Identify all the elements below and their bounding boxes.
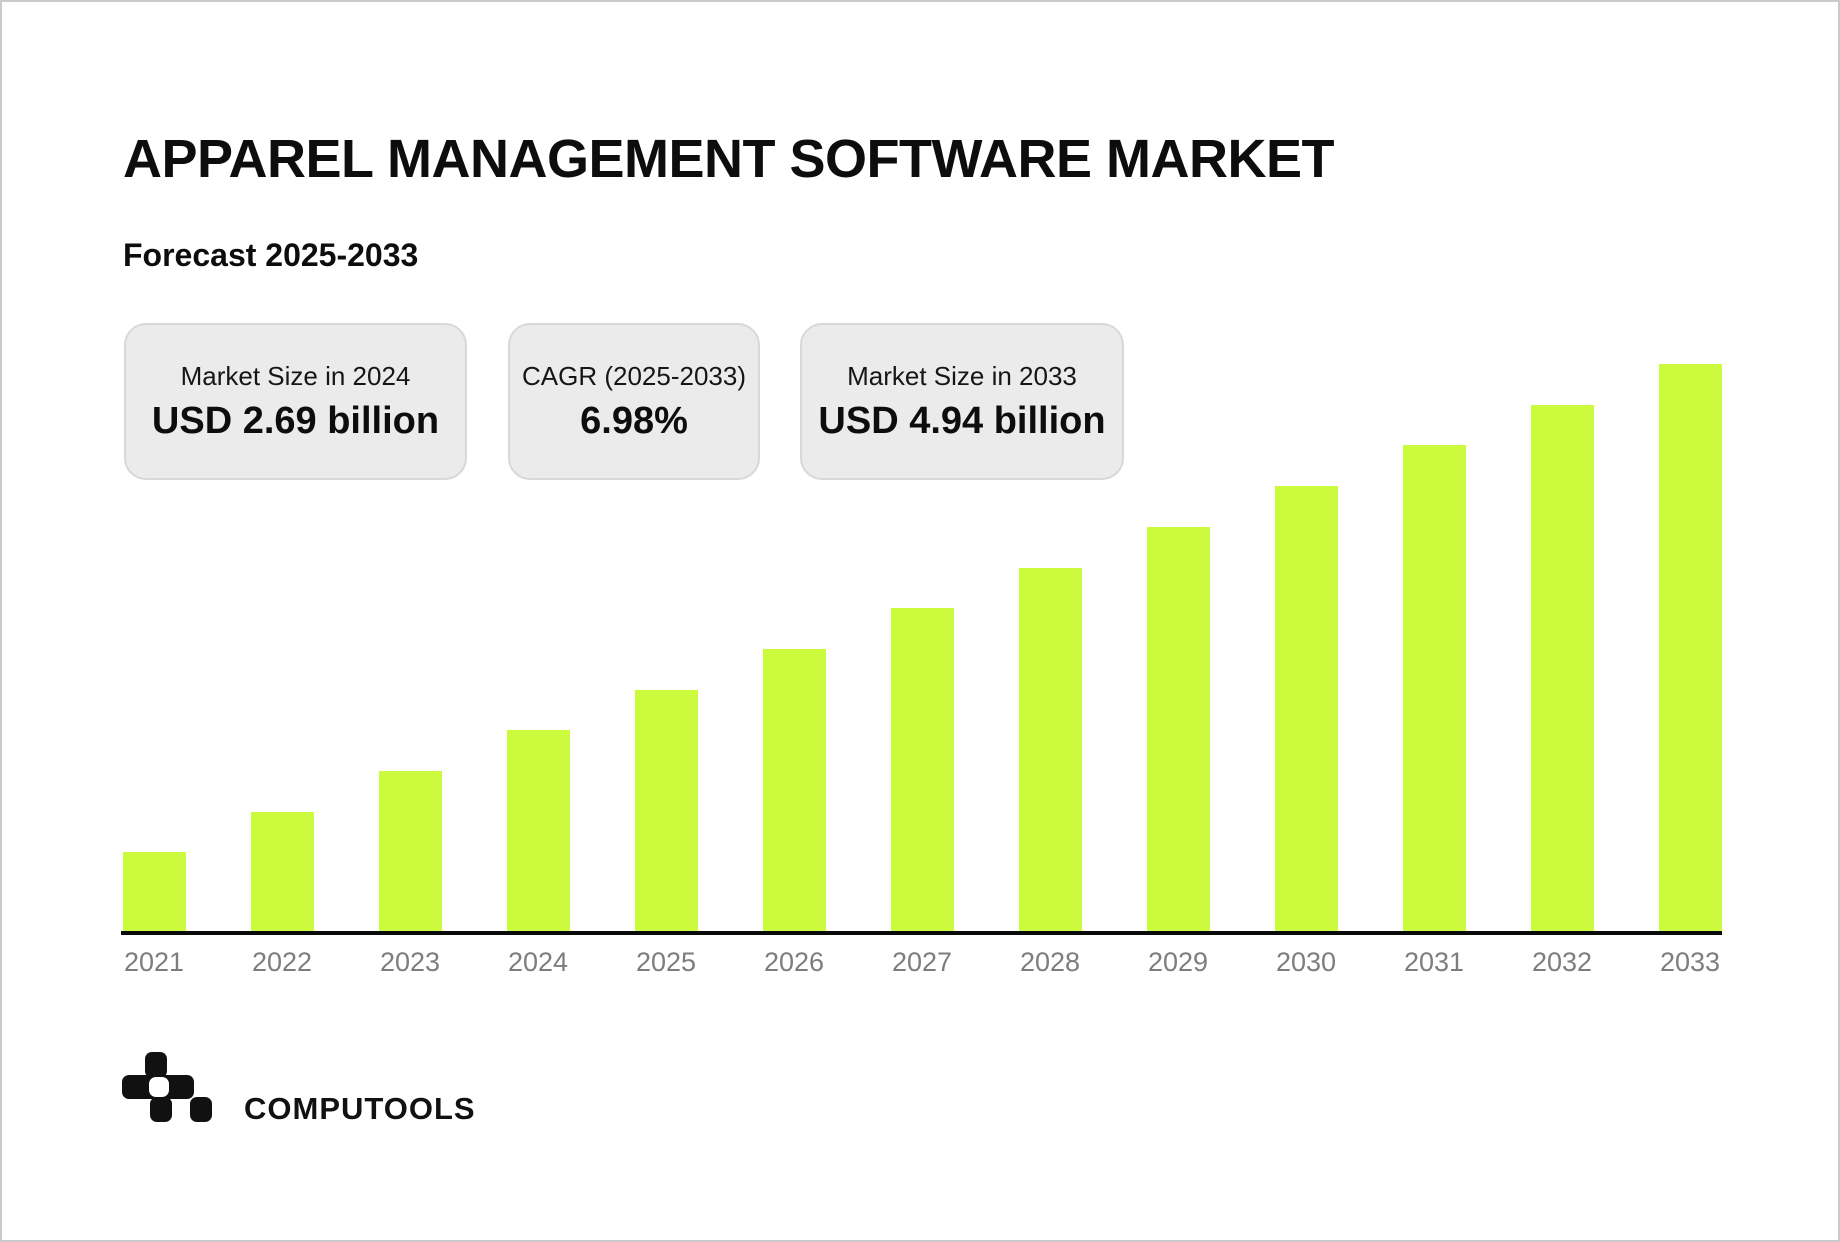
chart-bar-2027 — [890, 608, 954, 931]
chart-bar-2033 — [1658, 364, 1722, 931]
chart-bar-2025 — [634, 690, 698, 931]
x-tick-label-2030: 2030 — [1275, 947, 1337, 977]
chart-bar-2023 — [378, 771, 442, 931]
chart-bar-2026 — [762, 649, 826, 931]
x-tick-label-2024: 2024 — [507, 947, 569, 977]
x-tick-label-2022: 2022 — [251, 947, 313, 977]
x-tick-label-2026: 2026 — [763, 947, 825, 977]
stat-card-label: Market Size in 2033 — [847, 361, 1077, 391]
x-tick-label-2032: 2032 — [1531, 947, 1593, 977]
stat-card-label: Market Size in 2024 — [180, 361, 411, 391]
chart-bar-2028 — [1018, 568, 1082, 931]
stat-card-value: 6.98% — [580, 400, 688, 442]
stat-card-market-size-2024: Market Size in 2024 USD 2.69 billion — [124, 323, 467, 480]
chart-bar-2021 — [122, 852, 186, 931]
computools-logo: COMPUTOOLS — [122, 1052, 476, 1124]
x-tick-label-2031: 2031 — [1403, 947, 1465, 977]
x-tick-label-2023: 2023 — [379, 947, 441, 977]
x-tick-label-2028: 2028 — [1019, 947, 1081, 977]
stat-card-value: USD 4.94 billion — [818, 400, 1106, 442]
x-axis-line — [121, 931, 1722, 935]
chart-bar-2030 — [1274, 486, 1338, 931]
stat-card-market-size-2033: Market Size in 2033 USD 4.94 billion — [800, 323, 1124, 480]
chart-bar-2032 — [1530, 405, 1594, 931]
x-tick-label-2033: 2033 — [1659, 947, 1721, 977]
chart-bar-2031 — [1402, 445, 1466, 931]
chart-bar-2024 — [506, 730, 570, 931]
stat-card-value: USD 2.69 billion — [151, 400, 440, 442]
chart-bar-2022 — [250, 812, 314, 931]
x-tick-label-2025: 2025 — [635, 947, 697, 977]
computools-logo-text: COMPUTOOLS — [244, 1091, 476, 1127]
x-tick-label-2027: 2027 — [891, 947, 953, 977]
page-subtitle: Forecast 2025-2033 — [123, 237, 419, 273]
x-tick-label-2021: 2021 — [123, 947, 185, 977]
page-title: APPAREL MANAGEMENT SOFTWARE MARKET — [123, 129, 1335, 189]
computools-logo-icon — [122, 1052, 212, 1122]
x-tick-label-2029: 2029 — [1147, 947, 1209, 977]
stat-card-cagr: CAGR (2025-2033) 6.98% — [508, 323, 760, 480]
stat-card-label: CAGR (2025-2033) — [522, 361, 746, 391]
chart-bar-2029 — [1146, 527, 1210, 931]
